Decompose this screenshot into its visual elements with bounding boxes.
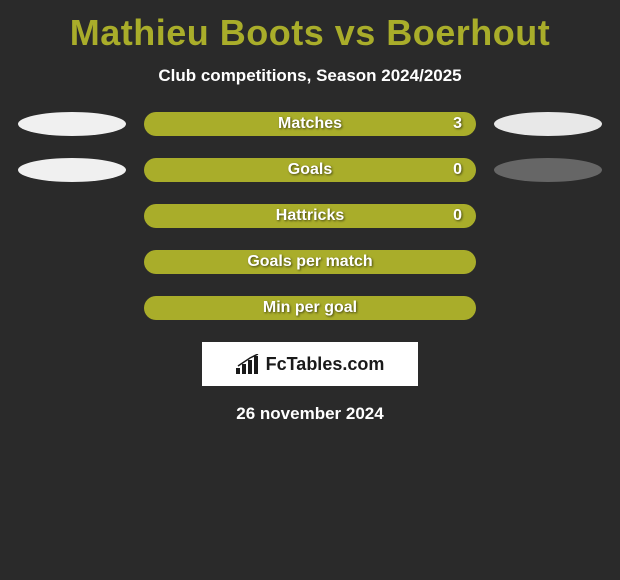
logo-text: FcTables.com <box>266 354 385 375</box>
stat-label: Min per goal <box>263 299 357 317</box>
stat-bar: Goals per match <box>144 250 476 274</box>
right-spacer <box>494 204 602 228</box>
left-ellipse <box>18 112 126 136</box>
date-text: 26 november 2024 <box>0 404 620 424</box>
stat-value: 0 <box>453 207 462 225</box>
stat-bar: Hattricks 0 <box>144 204 476 228</box>
right-ellipse <box>494 158 602 182</box>
page-title: Mathieu Boots vs Boerhout <box>0 0 620 54</box>
stat-bar: Goals 0 <box>144 158 476 182</box>
stat-value: 3 <box>453 115 462 133</box>
logo-box: FcTables.com <box>202 342 418 386</box>
right-ellipse <box>494 112 602 136</box>
bars-icon <box>236 354 260 374</box>
stat-value: 0 <box>453 161 462 179</box>
stat-rows: Matches 3 Goals 0 Hattricks 0 Goals per … <box>0 112 620 320</box>
subtitle: Club competitions, Season 2024/2025 <box>0 66 620 86</box>
stat-label: Goals per match <box>247 253 372 271</box>
left-spacer <box>18 250 126 274</box>
stat-label: Goals <box>288 161 332 179</box>
stat-row-min-per-goal: Min per goal <box>0 296 620 320</box>
stat-row-goals-per-match: Goals per match <box>0 250 620 274</box>
stat-label: Hattricks <box>276 207 344 225</box>
right-spacer <box>494 296 602 320</box>
right-spacer <box>494 250 602 274</box>
stat-row-hattricks: Hattricks 0 <box>0 204 620 228</box>
stat-label: Matches <box>278 115 342 133</box>
stat-row-matches: Matches 3 <box>0 112 620 136</box>
left-ellipse <box>18 158 126 182</box>
left-spacer <box>18 204 126 228</box>
stat-row-goals: Goals 0 <box>0 158 620 182</box>
left-spacer <box>18 296 126 320</box>
stat-bar: Matches 3 <box>144 112 476 136</box>
stat-bar: Min per goal <box>144 296 476 320</box>
logo: FcTables.com <box>236 354 385 375</box>
